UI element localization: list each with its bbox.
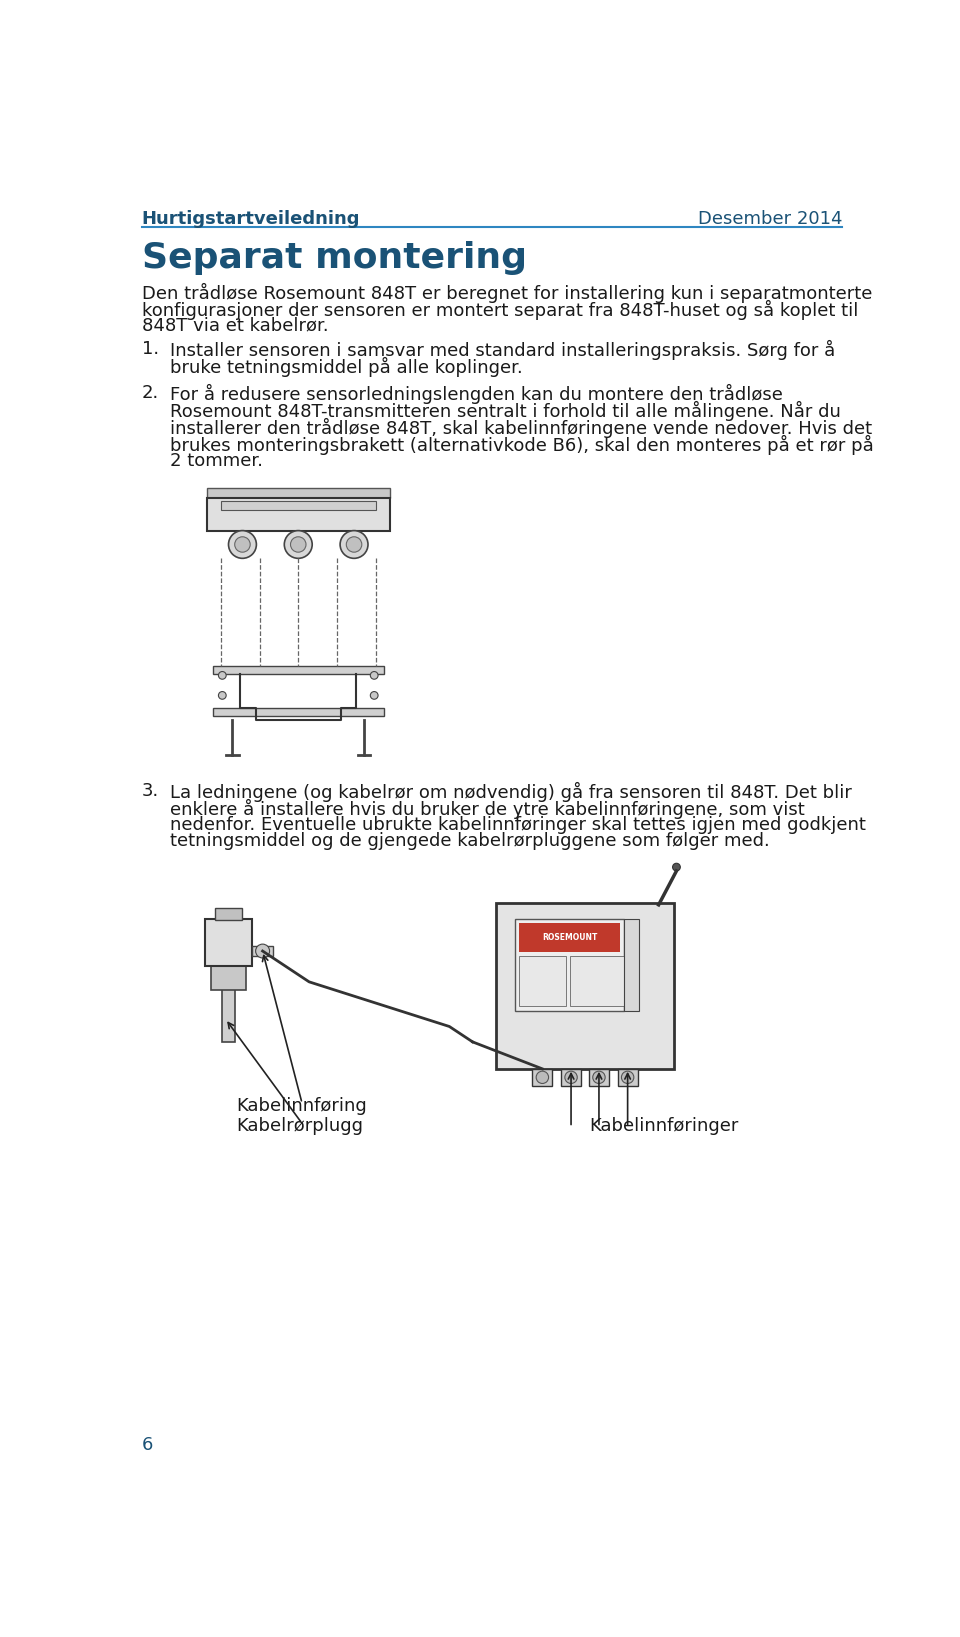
Text: tetningsmiddel og de gjengede kabelrørpluggene som følger med.: tetningsmiddel og de gjengede kabelrørpl…: [170, 833, 770, 851]
Bar: [206, 498, 390, 530]
Circle shape: [347, 537, 362, 552]
Bar: [532, 1069, 552, 1085]
Text: Kabelinnføring: Kabelinnføring: [236, 1097, 367, 1115]
Circle shape: [673, 863, 681, 871]
Bar: [213, 709, 383, 717]
Text: Rosemount 848T-transmitteren sentralt i forhold til alle målingene. Når du: Rosemount 848T-transmitteren sentralt i …: [170, 401, 841, 421]
Text: 3.: 3.: [142, 781, 159, 799]
Text: brukes monteringsbrakett (alternativkode B6), skal den monteres på et rør på: brukes monteringsbrakett (alternativkode…: [170, 435, 875, 455]
Circle shape: [219, 691, 227, 699]
Text: bruke tetningsmiddel på alle koplinger.: bruke tetningsmiddel på alle koplinger.: [170, 357, 523, 377]
Bar: [223, 989, 234, 1041]
Circle shape: [228, 530, 256, 558]
Text: ROSEMOUNT: ROSEMOUNT: [541, 933, 597, 941]
Circle shape: [291, 537, 306, 552]
Bar: [221, 501, 375, 509]
Text: Separat montering: Separat montering: [142, 241, 527, 275]
Bar: [213, 666, 383, 674]
Text: enklere å installere hvis du bruker de ytre kabelinnføringene, som vist: enklere å installere hvis du bruker de y…: [170, 799, 805, 818]
Bar: [516, 918, 624, 1012]
Bar: [214, 909, 243, 920]
Bar: [569, 956, 624, 1005]
Bar: [617, 1069, 637, 1085]
Circle shape: [537, 1071, 548, 1084]
Bar: [206, 488, 390, 498]
Text: konfigurasjoner der sensoren er montert separat fra 848T-huset og så koplet til: konfigurasjoner der sensoren er montert …: [142, 300, 858, 319]
Circle shape: [371, 691, 378, 699]
Text: nedenfor. Eventuelle ubrukte kabelinnføringer skal tettes igjen med godkjent: nedenfor. Eventuelle ubrukte kabelinnfør…: [170, 815, 866, 833]
Bar: [519, 923, 620, 951]
Circle shape: [255, 945, 270, 958]
Circle shape: [234, 537, 251, 552]
Circle shape: [621, 1071, 634, 1084]
Circle shape: [284, 530, 312, 558]
Text: Desember 2014: Desember 2014: [698, 210, 842, 228]
Bar: [624, 918, 639, 1012]
Bar: [496, 904, 674, 1069]
Text: 848T via et kabelrør.: 848T via et kabelrør.: [142, 316, 328, 334]
Circle shape: [340, 530, 368, 558]
Bar: [211, 964, 246, 989]
Text: 1.: 1.: [142, 339, 158, 357]
Bar: [205, 918, 252, 966]
Circle shape: [219, 671, 227, 679]
Text: La ledningene (og kabelrør om nødvendig) gå fra sensoren til 848T. Det blir: La ledningene (og kabelrør om nødvendig)…: [170, 781, 852, 802]
Text: Installer sensoren i samsvar med standard installeringspraksis. Sørg for å: Installer sensoren i samsvar med standar…: [170, 339, 835, 360]
Text: Kabelinnføringer: Kabelinnføringer: [588, 1118, 738, 1136]
Text: installerer den trådløse 848T, skal kabelinnføringene vende nedover. Hvis det: installerer den trådløse 848T, skal kabe…: [170, 417, 873, 439]
Text: Kabelrørplugg: Kabelrørplugg: [236, 1118, 363, 1136]
Circle shape: [592, 1071, 605, 1084]
Bar: [561, 1069, 581, 1085]
Bar: [519, 956, 565, 1005]
Text: For å redusere sensorledningslengden kan du montere den trådløse: For å redusere sensorledningslengden kan…: [170, 385, 783, 404]
Bar: [588, 1069, 609, 1085]
Text: 2 tommer.: 2 tommer.: [170, 452, 263, 470]
Text: 2.: 2.: [142, 385, 159, 403]
Text: Hurtigstartveiledning: Hurtigstartveiledning: [142, 210, 360, 228]
Circle shape: [371, 671, 378, 679]
Circle shape: [564, 1071, 577, 1084]
Text: 6: 6: [142, 1436, 153, 1454]
Bar: [252, 946, 274, 956]
Text: Den trådløse Rosemount 848T er beregnet for installering kun i separatmonterte: Den trådløse Rosemount 848T er beregnet …: [142, 283, 872, 303]
